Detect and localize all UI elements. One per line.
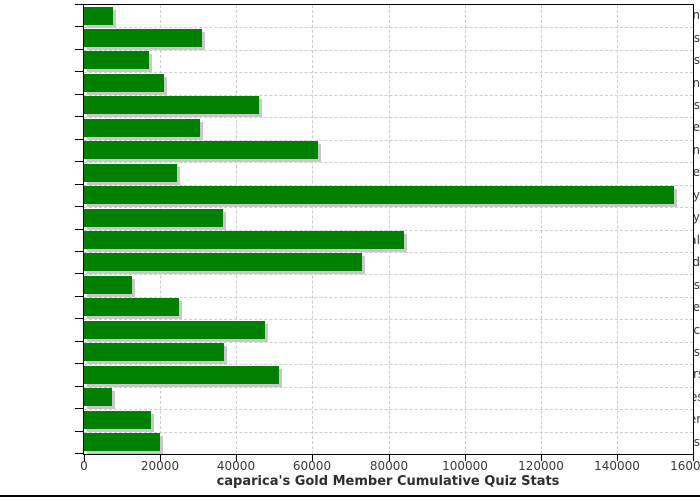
y-axis-tick <box>75 139 83 140</box>
bar <box>84 275 132 294</box>
bar <box>84 343 224 362</box>
gridline-horizontal <box>84 341 693 343</box>
y-axis-tick <box>75 71 83 72</box>
x-tick-label: 80000 <box>369 459 409 473</box>
y-axis-tick <box>75 273 83 274</box>
bar <box>84 298 179 317</box>
bar <box>84 118 200 137</box>
chart-title: caparica's Gold Member Cumulative Quiz S… <box>216 474 560 489</box>
y-axis-tick <box>75 453 83 454</box>
plot-area <box>83 4 694 455</box>
bar <box>84 320 265 339</box>
x-axis-tick <box>693 455 694 461</box>
x-tick-label: 20000 <box>140 459 180 473</box>
gridline-horizontal <box>84 274 693 276</box>
gridline-horizontal <box>84 49 693 51</box>
bar <box>84 410 151 429</box>
y-axis-tick <box>75 161 83 162</box>
gridline-horizontal <box>84 364 693 366</box>
bar <box>84 208 223 227</box>
bar <box>84 365 279 384</box>
x-tick-label: 160000 <box>670 459 700 473</box>
x-axis-tick <box>617 455 618 461</box>
y-axis-tick <box>75 431 83 432</box>
x-tick-label: 0 <box>80 459 88 473</box>
x-tick-label: 40000 <box>216 459 256 473</box>
gridline-horizontal <box>84 251 693 253</box>
y-axis-tick <box>75 296 83 297</box>
y-axis-tick <box>75 229 83 230</box>
bar <box>84 6 113 25</box>
gridline-horizontal <box>84 207 693 209</box>
bottom-border-line <box>0 495 700 497</box>
gridline-horizontal <box>84 184 693 186</box>
bar <box>84 388 112 407</box>
y-axis-tick <box>75 26 83 27</box>
bar <box>84 163 177 182</box>
gridline-horizontal <box>84 117 693 119</box>
y-axis-tick <box>75 94 83 95</box>
gridline-horizontal <box>84 139 693 141</box>
x-tick-label: 140000 <box>594 459 640 473</box>
gridline-horizontal <box>84 162 693 164</box>
bar <box>84 96 259 115</box>
x-tick-label: 120000 <box>518 459 564 473</box>
y-axis-tick <box>75 341 83 342</box>
x-axis-tick <box>160 455 161 461</box>
y-axis-tick <box>75 408 83 409</box>
y-axis-tick <box>75 363 83 364</box>
x-axis-tick <box>389 455 390 461</box>
x-axis-tick <box>236 455 237 461</box>
gridline-horizontal <box>84 72 693 74</box>
bar <box>84 231 404 249</box>
gridline-horizontal <box>84 409 693 411</box>
y-axis-tick <box>75 116 83 117</box>
y-axis-tick <box>75 4 83 5</box>
bar <box>84 51 149 70</box>
y-axis-tick <box>75 184 83 185</box>
gridline-horizontal <box>84 386 693 388</box>
bar <box>84 253 362 272</box>
bar <box>84 73 164 92</box>
gridline-horizontal <box>84 94 693 96</box>
gridline-horizontal <box>84 229 693 231</box>
y-axis-tick <box>75 206 83 207</box>
x-tick-label: 60000 <box>292 459 332 473</box>
gridline-horizontal <box>84 431 693 433</box>
bar <box>84 141 318 160</box>
bar <box>84 433 160 452</box>
x-axis-tick <box>84 455 85 461</box>
x-axis-tick <box>465 455 466 461</box>
x-tick-label: 100000 <box>442 459 488 473</box>
y-axis-tick <box>75 386 83 387</box>
x-axis-tick <box>312 455 313 461</box>
bar <box>84 28 202 47</box>
gridline-horizontal <box>84 319 693 321</box>
y-axis-tick <box>75 49 83 50</box>
y-axis-tick <box>75 251 83 252</box>
bar <box>84 186 674 205</box>
y-axis-tick <box>75 318 83 319</box>
x-axis-tick <box>541 455 542 461</box>
gridline-horizontal <box>84 27 693 29</box>
gridline-horizontal <box>84 296 693 298</box>
